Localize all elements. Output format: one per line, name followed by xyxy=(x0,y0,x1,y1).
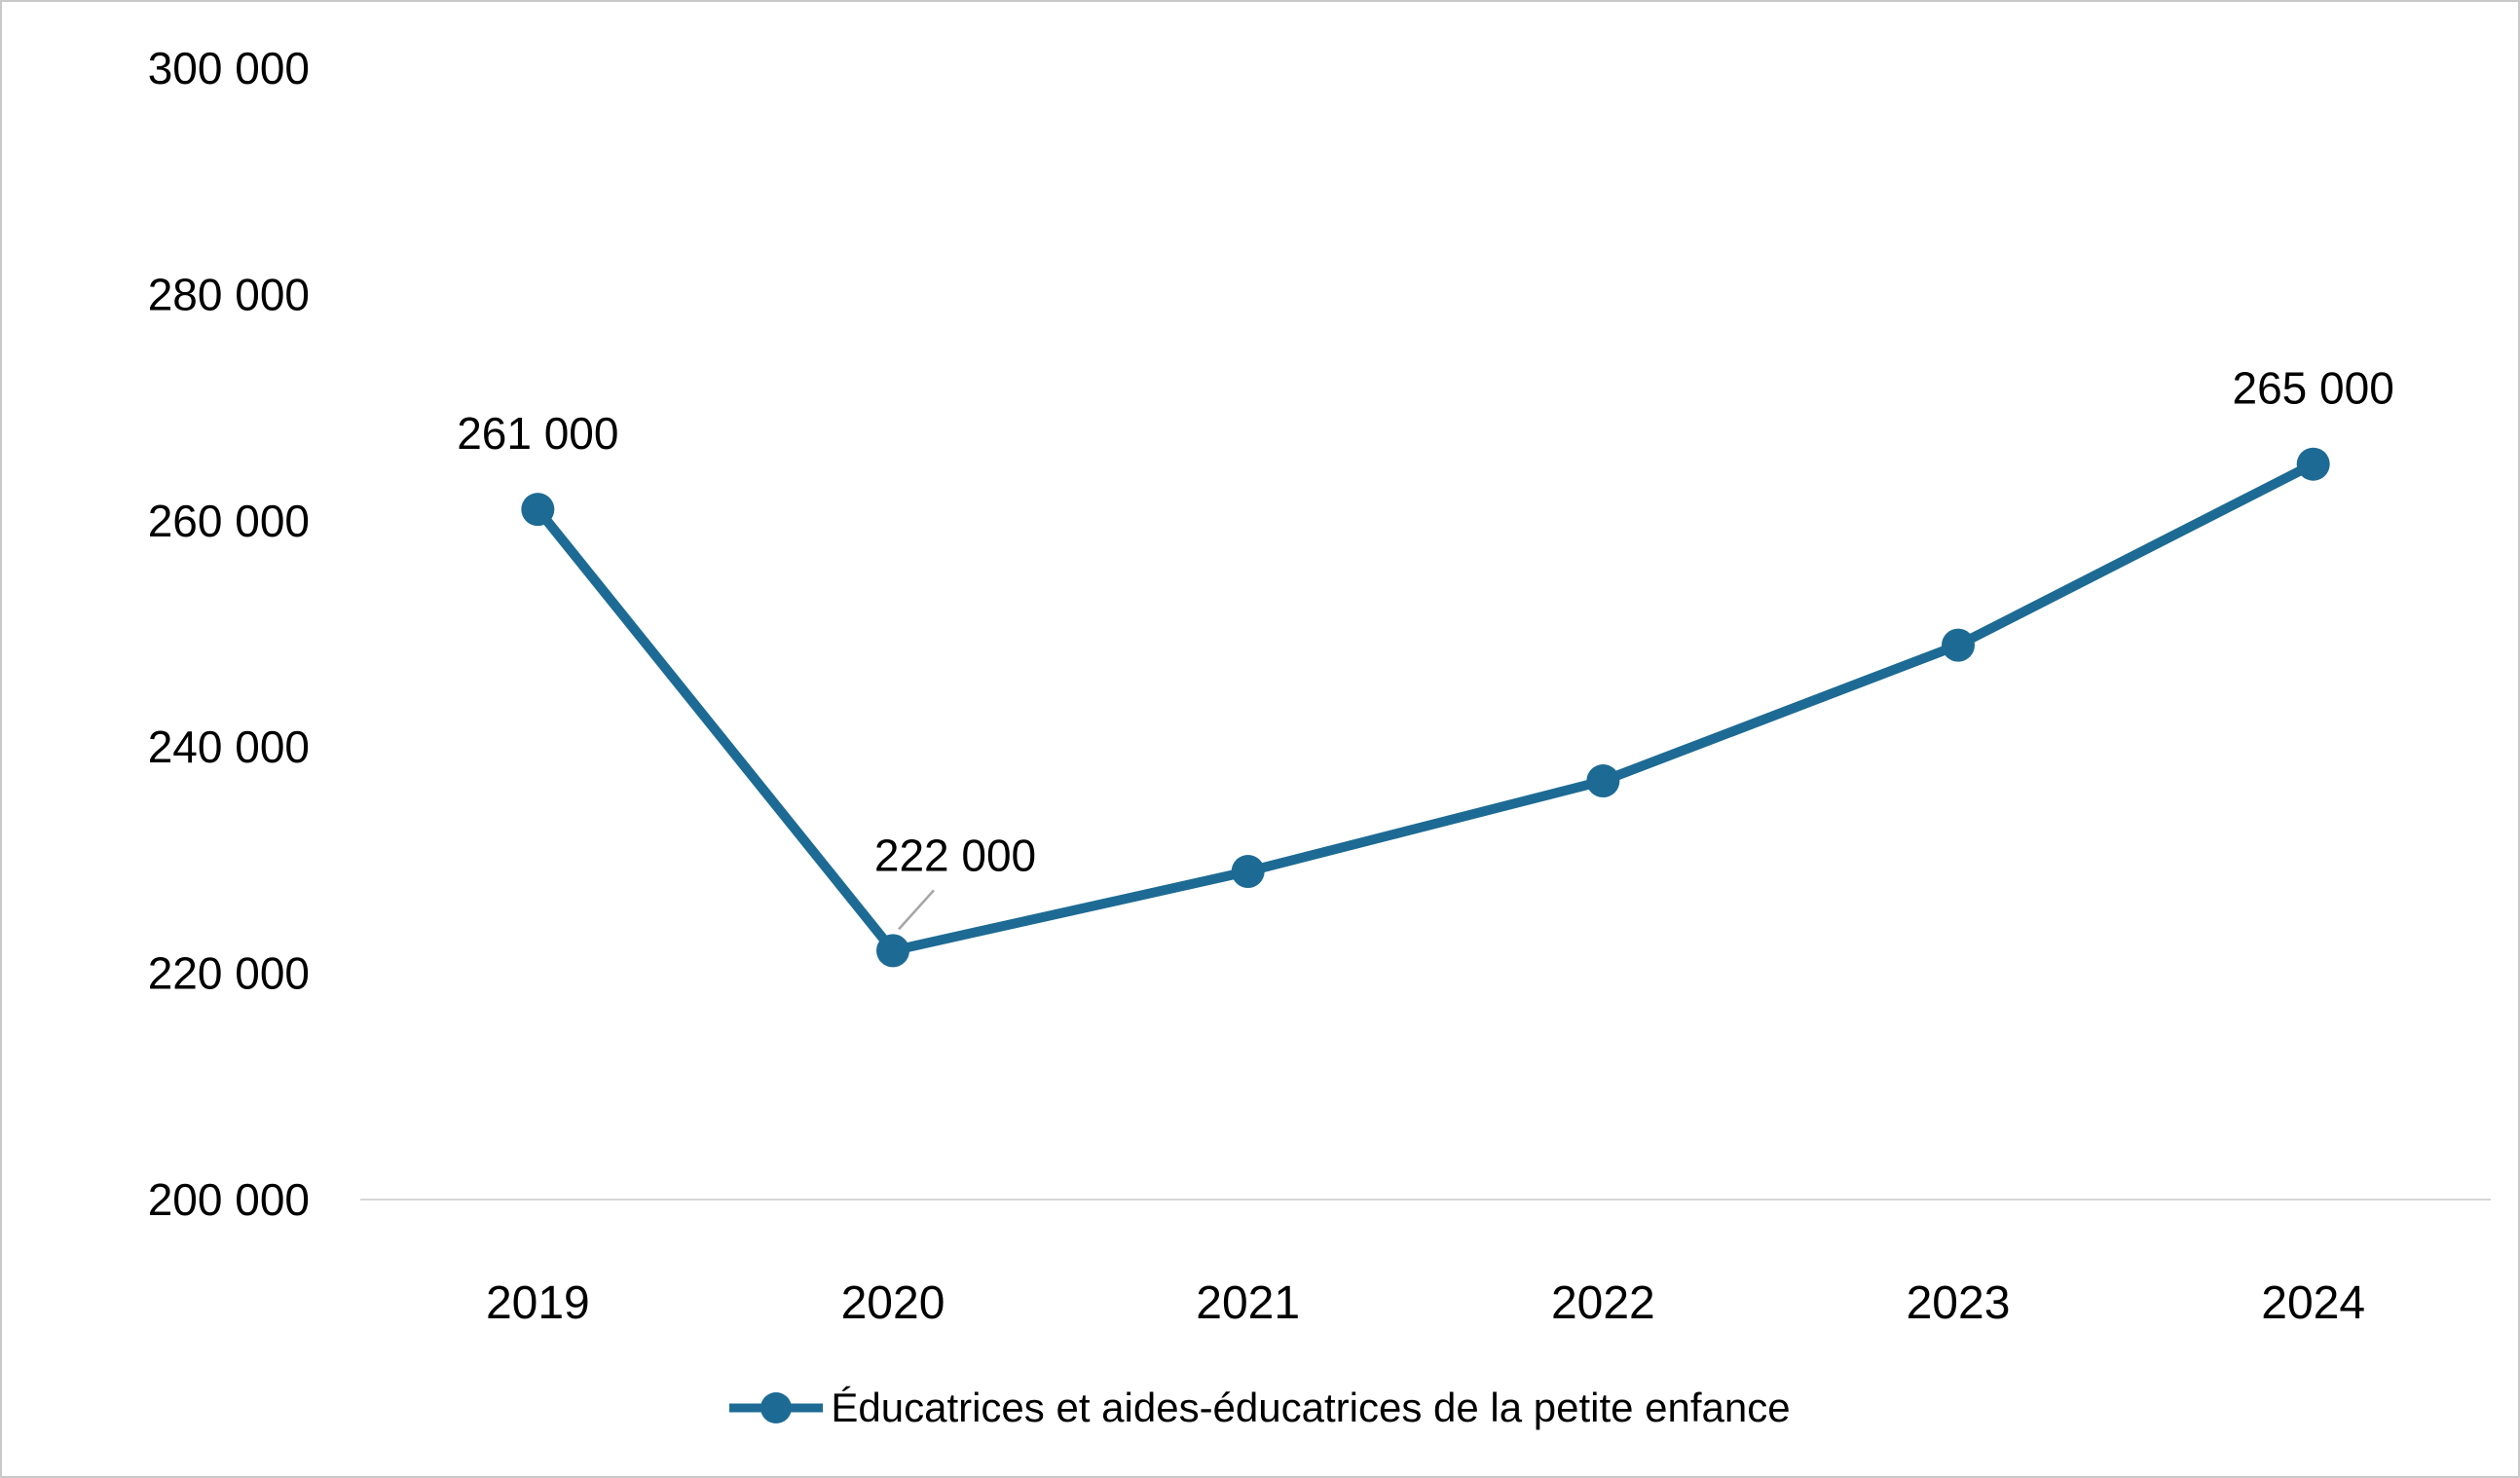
data-label: 265 000 xyxy=(2233,363,2394,414)
legend-line-marker-icon xyxy=(729,1392,824,1423)
data-point-2021 xyxy=(1231,855,1265,889)
y-axis-tick-label: 200 000 xyxy=(148,1174,310,1225)
x-axis-tick-label: 2019 xyxy=(486,1277,590,1329)
x-axis-tick-label: 2020 xyxy=(841,1277,945,1329)
y-axis-tick-label: 240 000 xyxy=(148,721,310,772)
data-label: 222 000 xyxy=(874,830,1036,880)
y-axis-tick-label: 280 000 xyxy=(148,269,310,319)
y-axis-tick-label: 220 000 xyxy=(148,948,310,999)
x-axis-tick-label: 2023 xyxy=(1907,1277,2011,1329)
y-axis-tick-label: 300 000 xyxy=(148,43,310,93)
data-point-2020 xyxy=(876,934,909,968)
data-point-2022 xyxy=(1586,764,1620,798)
x-axis-tick-label: 2024 xyxy=(2261,1277,2365,1329)
data-point-2023 xyxy=(1942,628,1975,662)
x-axis-tick-label: 2022 xyxy=(1551,1277,1655,1329)
chart-legend: Éducatrices et aides-éducatrices de la p… xyxy=(2,1385,2518,1431)
y-axis-tick-label: 260 000 xyxy=(148,496,310,546)
legend-label: Éducatrices et aides-éducatrices de la p… xyxy=(831,1385,1791,1430)
x-axis-tick-label: 2021 xyxy=(1196,1277,1300,1329)
data-point-2019 xyxy=(521,493,555,527)
data-label-leader-line xyxy=(898,889,935,931)
series-line xyxy=(533,459,2318,956)
data-point-2024 xyxy=(2296,447,2330,481)
data-label: 261 000 xyxy=(457,408,618,459)
